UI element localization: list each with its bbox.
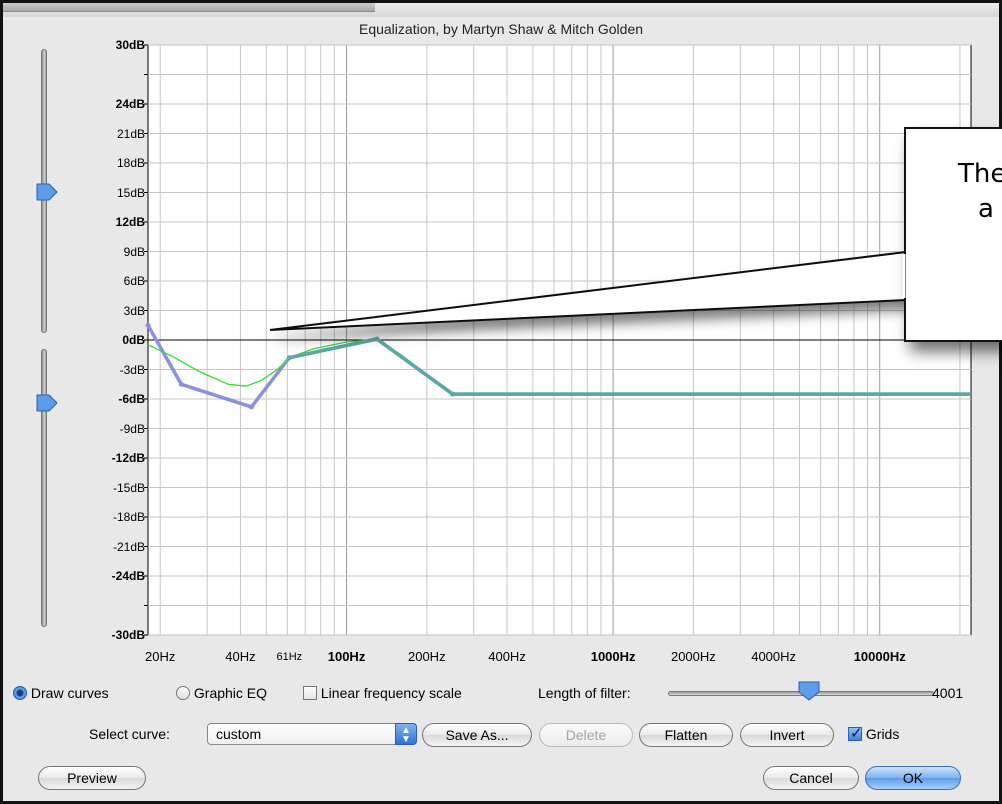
linear-scale-option[interactable]: Linear frequency scale <box>303 685 462 701</box>
graphic-eq-option[interactable]: Graphic EQ <box>176 685 267 701</box>
grids-option[interactable]: Grids <box>848 724 900 742</box>
linear-scale-label: Linear frequency scale <box>320 685 462 701</box>
curve-control-point <box>178 381 184 387</box>
callout-box <box>904 127 1002 342</box>
invert-button[interactable]: Invert <box>740 723 834 747</box>
y-tick-label: -12dB <box>111 451 145 465</box>
x-tick-label: 4000Hz <box>751 649 797 664</box>
y-tick-label: -18dB <box>112 510 145 524</box>
curve-control-point <box>248 404 254 410</box>
y-tick-label: -30dB <box>111 628 145 642</box>
y-tick-label: 30dB <box>115 38 145 52</box>
dialog-title: Equalization, by Martyn Shaw & Mitch Gol… <box>358 21 644 37</box>
delete-button[interactable]: Delete <box>539 723 633 747</box>
select-curve-label: Select curve: <box>89 726 170 742</box>
ok-button[interactable]: OK <box>865 766 961 790</box>
upper-gain-slider-thumb[interactable] <box>36 183 58 201</box>
callout-text-line2: a <box>978 194 994 224</box>
grids-checkbox[interactable] <box>848 724 863 742</box>
graphic-eq-radio[interactable] <box>176 686 190 700</box>
graphic-eq-label: Graphic EQ <box>193 685 268 701</box>
y-tick-label: 9dB <box>123 244 145 259</box>
filter-length-value: 4001 <box>932 685 964 701</box>
y-tick-label: 3dB <box>123 303 145 318</box>
curve-control-point <box>145 322 151 328</box>
window-toolbar-fragment <box>3 3 375 12</box>
y-tick-label: 24dB <box>115 97 145 111</box>
filter-length-label: Length of filter: <box>538 685 631 701</box>
x-tick-label: 100Hz <box>327 649 366 664</box>
eq-curve-plot[interactable] <box>3 3 999 663</box>
draw-curves-option[interactable]: Draw curves <box>13 685 109 701</box>
x-tick-label: 2000Hz <box>670 649 716 664</box>
lower-gain-slider[interactable] <box>41 349 47 627</box>
callout-text-line1: The <box>958 159 1002 189</box>
save-as-button[interactable]: Save As... <box>422 723 532 747</box>
draw-curves-radio[interactable] <box>13 686 27 700</box>
y-tick-label: 0dB <box>122 333 145 347</box>
curve-select-value: custom <box>216 726 262 742</box>
lower-gain-slider-thumb[interactable] <box>36 394 58 412</box>
y-tick-label: -21dB <box>112 539 145 554</box>
linear-scale-checkbox[interactable] <box>303 686 317 700</box>
flatten-button[interactable]: Flatten <box>639 723 733 747</box>
y-tick-label: -15dB <box>112 480 145 495</box>
x-tick-label: 200Hz <box>407 649 446 664</box>
draw-curves-label: Draw curves <box>30 685 109 701</box>
y-tick-label: 21dB <box>116 126 145 141</box>
x-tick-label: 1000Hz <box>590 649 636 664</box>
filter-length-slider-thumb[interactable] <box>798 681 820 701</box>
grids-label: Grids <box>865 726 900 742</box>
curve-select[interactable]: custom ▲ ▼ <box>207 723 417 745</box>
cancel-button[interactable]: Cancel <box>763 766 859 790</box>
preview-button[interactable]: Preview <box>38 766 146 790</box>
x-tick-label: 20Hz <box>145 649 176 664</box>
x-tick-label: 10000Hz <box>853 649 906 664</box>
x-tick-label: 40Hz <box>225 649 256 664</box>
popup-arrows-icon: ▲ ▼ <box>395 723 417 745</box>
y-tick-label: 18dB <box>116 156 145 170</box>
y-tick-label: 15dB <box>116 185 145 200</box>
y-tick-label: -24dB <box>111 569 145 583</box>
y-tick-label: -6dB <box>118 392 145 406</box>
x-tick-label: 61Hz <box>276 651 303 663</box>
x-tick-label: 400Hz <box>488 649 526 664</box>
combined-curve-segment <box>288 337 971 396</box>
y-tick-label: 12dB <box>115 215 145 229</box>
y-tick-label: 6dB <box>123 274 145 288</box>
y-tick-label: -3dB <box>119 362 145 377</box>
y-tick-label: -9dB <box>119 421 145 436</box>
